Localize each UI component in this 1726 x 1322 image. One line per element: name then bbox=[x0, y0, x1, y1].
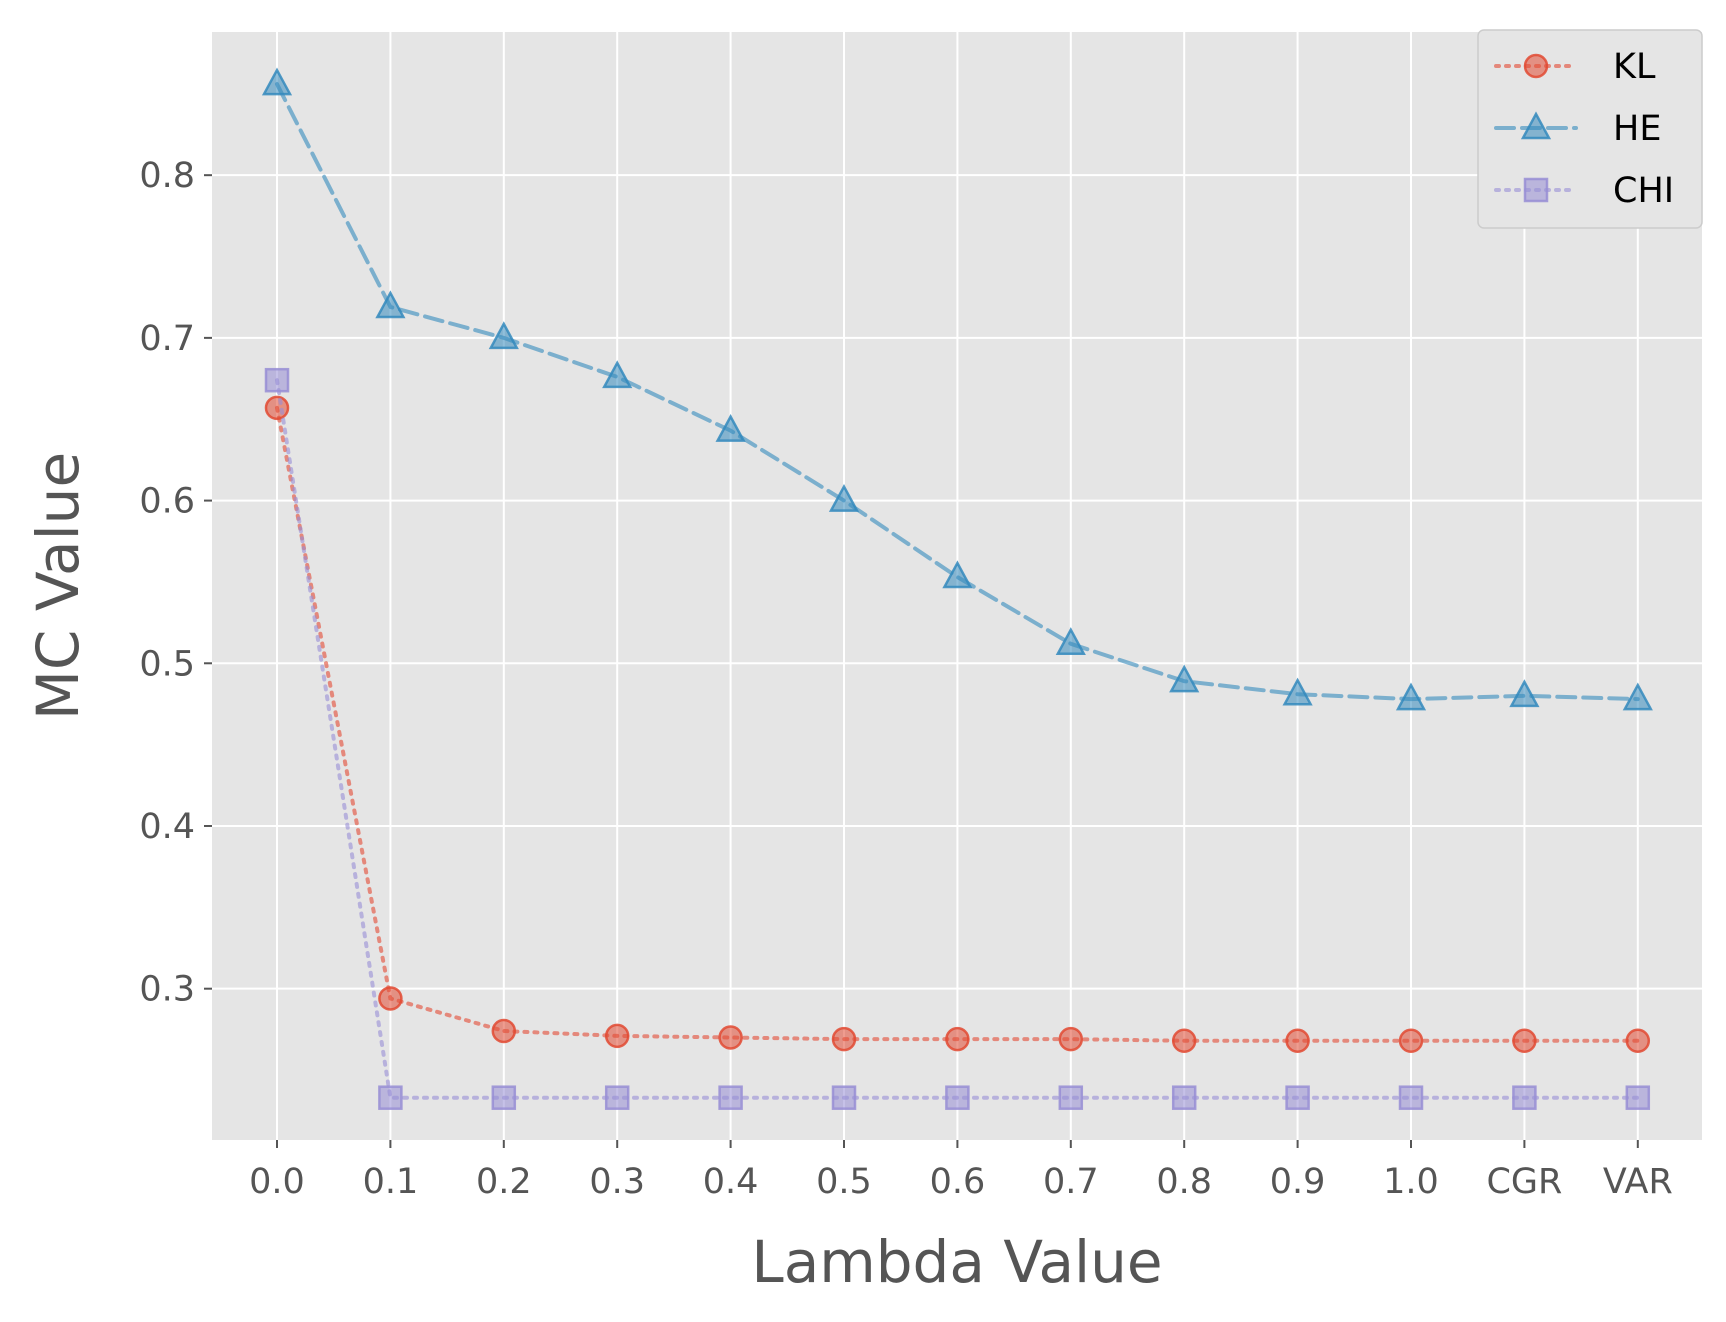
x-tick-label: 0.6 bbox=[930, 1162, 986, 1202]
data-point-he bbox=[261, 67, 293, 96]
x-axis-ticks: 0.0 0.1 0.2 0.3 0.4 0.5 0.6 0.7 0.8 0.9 1.0 CGR VAR bbox=[249, 1140, 1673, 1202]
x-tick-label: 0.3 bbox=[589, 1162, 645, 1202]
data-point-chi bbox=[831, 1085, 857, 1110]
data-point-kl bbox=[718, 1025, 743, 1050]
legend-label-he: HE bbox=[1613, 109, 1661, 149]
legend-label-chi: CHI bbox=[1613, 171, 1674, 211]
x-axis-title: Lambda Value bbox=[751, 1228, 1162, 1296]
data-point-kl bbox=[604, 1023, 630, 1049]
data-point-kl bbox=[1398, 1028, 1424, 1054]
data-point-chi bbox=[718, 1085, 743, 1110]
x-tick-label: 1.0 bbox=[1383, 1162, 1439, 1202]
data-point-he bbox=[1055, 627, 1086, 656]
x-tick-label: 0.7 bbox=[1043, 1162, 1099, 1202]
data-point-kl bbox=[1058, 1026, 1084, 1052]
y-tick-label: 0.8 bbox=[139, 156, 195, 196]
legend-label-kl: KL bbox=[1613, 47, 1656, 87]
data-point-chi bbox=[378, 1085, 403, 1110]
data-point-chi bbox=[604, 1085, 630, 1110]
data-point-he bbox=[1282, 677, 1313, 706]
data-point-chi bbox=[945, 1085, 970, 1110]
y-tick-label: 0.6 bbox=[139, 482, 195, 522]
legend: KL HE CHI bbox=[1477, 29, 1703, 229]
data-point-kl bbox=[378, 986, 403, 1011]
y-axis-title: MC Value bbox=[24, 452, 92, 720]
data-point-he bbox=[602, 360, 633, 389]
data-point-kl bbox=[1512, 1028, 1537, 1054]
data-point-he bbox=[1509, 679, 1540, 708]
grid bbox=[212, 32, 1702, 1140]
data-point-chi bbox=[264, 367, 290, 393]
data-point-kl bbox=[264, 395, 290, 421]
x-tick-label: 0.5 bbox=[816, 1162, 872, 1202]
data-point-he bbox=[1622, 682, 1653, 711]
data-point-kl bbox=[1625, 1028, 1651, 1054]
data-point-he bbox=[375, 290, 406, 319]
data-point-chi bbox=[1058, 1085, 1084, 1110]
data-point-kl bbox=[831, 1026, 857, 1052]
data-point-he bbox=[1169, 664, 1200, 693]
y-tick-label: 0.7 bbox=[139, 319, 195, 359]
data-point-kl bbox=[491, 1018, 517, 1044]
series-he bbox=[261, 67, 1653, 711]
x-tick-label: VAR bbox=[1603, 1162, 1673, 1202]
data-point-kl bbox=[1171, 1028, 1197, 1054]
legend-entry-kl: KL bbox=[1494, 47, 1656, 87]
series-layer bbox=[261, 67, 1653, 1110]
x-tick-label: 0.1 bbox=[363, 1162, 419, 1202]
data-point-chi bbox=[1512, 1085, 1537, 1110]
x-tick-label: 0.4 bbox=[703, 1162, 759, 1202]
x-tick-label: 0.0 bbox=[249, 1162, 305, 1202]
x-tick-label: 0.2 bbox=[476, 1162, 532, 1202]
data-point-he bbox=[828, 483, 860, 512]
y-tick-label: 0.3 bbox=[139, 970, 195, 1010]
data-point-kl bbox=[945, 1026, 970, 1052]
data-point-he bbox=[1395, 682, 1427, 711]
legend-marker-chi bbox=[1523, 177, 1549, 203]
y-tick-label: 0.5 bbox=[139, 644, 195, 684]
x-tick-label: CGR bbox=[1486, 1162, 1562, 1202]
data-point-he bbox=[715, 413, 746, 442]
x-tick-label: 0.8 bbox=[1156, 1162, 1212, 1202]
legend-marker-he bbox=[1520, 111, 1552, 140]
data-point-chi bbox=[1285, 1085, 1310, 1110]
y-tick-label: 0.4 bbox=[139, 807, 195, 847]
data-point-kl bbox=[1285, 1028, 1310, 1054]
data-point-chi bbox=[1625, 1085, 1651, 1110]
data-point-he bbox=[942, 560, 973, 589]
data-point-chi bbox=[1171, 1085, 1197, 1110]
series-kl bbox=[264, 395, 1651, 1054]
legend-entry-chi: CHI bbox=[1494, 171, 1674, 211]
y-axis-ticks: 0.3 0.4 0.5 0.6 0.7 0.8 bbox=[139, 156, 212, 1010]
data-point-he bbox=[488, 321, 519, 350]
data-point-chi bbox=[491, 1085, 517, 1110]
legend-entry-he: HE bbox=[1494, 109, 1661, 149]
legend-marker-kl bbox=[1523, 53, 1549, 79]
series-chi bbox=[264, 367, 1651, 1110]
x-tick-label: 0.9 bbox=[1270, 1162, 1326, 1202]
data-point-chi bbox=[1398, 1085, 1424, 1110]
